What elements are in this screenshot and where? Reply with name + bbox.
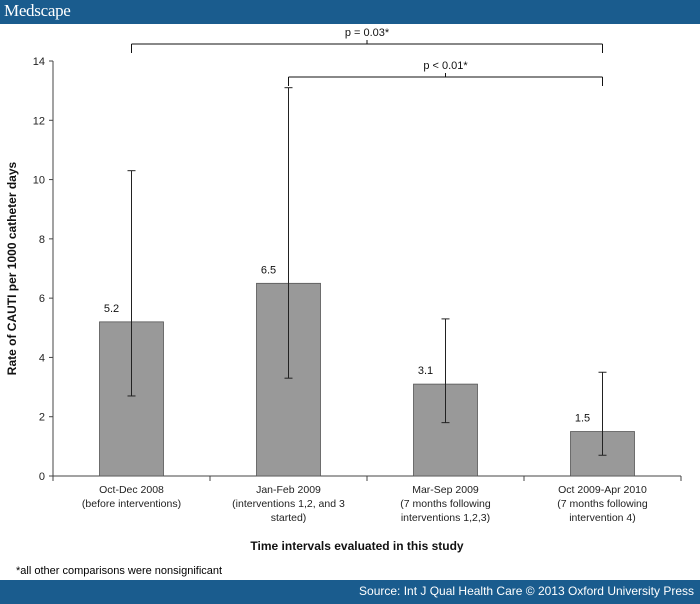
medscape-logo[interactable]: Medscape [4,1,71,20]
y-axis-title: Rate of CAUTI per 1000 catheter days [5,161,19,375]
y-tick-label: 14 [33,56,45,68]
x-category-label: interventions 1,2,3) [401,512,490,524]
bar-chart: 0 2 4 6 8 10 12 14 5.2 6.5 3.1 1.5 Oct-Dec 2008 (befo… [5,27,682,553]
y-tick-label: 12 [33,115,45,127]
x-category-label: (interventions 1,2, and 3 [232,498,345,510]
footnote: *all other comparisons were nonsignifica… [16,565,223,577]
x-axis-title: Time intervals evaluated in this study [250,539,464,553]
x-category-label: intervention 4) [569,512,636,524]
x-category-label: (before interventions) [82,498,181,510]
significance-label: p < 0.01* [423,60,468,72]
x-category-label: Mar-Sep 2009 [412,484,479,496]
header-bar: Medscape [0,0,700,24]
y-tick-label: 6 [39,293,45,305]
data-label: 5.2 [104,303,119,315]
source-credit: Source: Int J Qual Health Care © 2013 Ox… [359,584,694,598]
y-tick-label: 4 [39,352,45,364]
y-tick-label: 2 [39,412,45,424]
footer-bar: Source: Int J Qual Health Care © 2013 Ox… [0,580,700,604]
y-tick-label: 0 [39,471,45,483]
x-category-label: (7 months following [557,498,648,510]
significance-label: p = 0.03* [345,27,390,39]
y-tick-label: 10 [33,175,45,187]
x-category-label: (7 months following [400,498,491,510]
x-category-label: started) [271,512,307,524]
x-category-label: Oct-Dec 2008 [99,484,164,496]
x-category-label: Jan-Feb 2009 [256,484,321,496]
x-category-label: Oct 2009-Apr 2010 [558,484,647,496]
y-tick-label: 8 [39,234,45,246]
data-label: 3.1 [418,365,433,377]
data-label: 6.5 [261,264,276,276]
data-label: 1.5 [575,413,590,425]
